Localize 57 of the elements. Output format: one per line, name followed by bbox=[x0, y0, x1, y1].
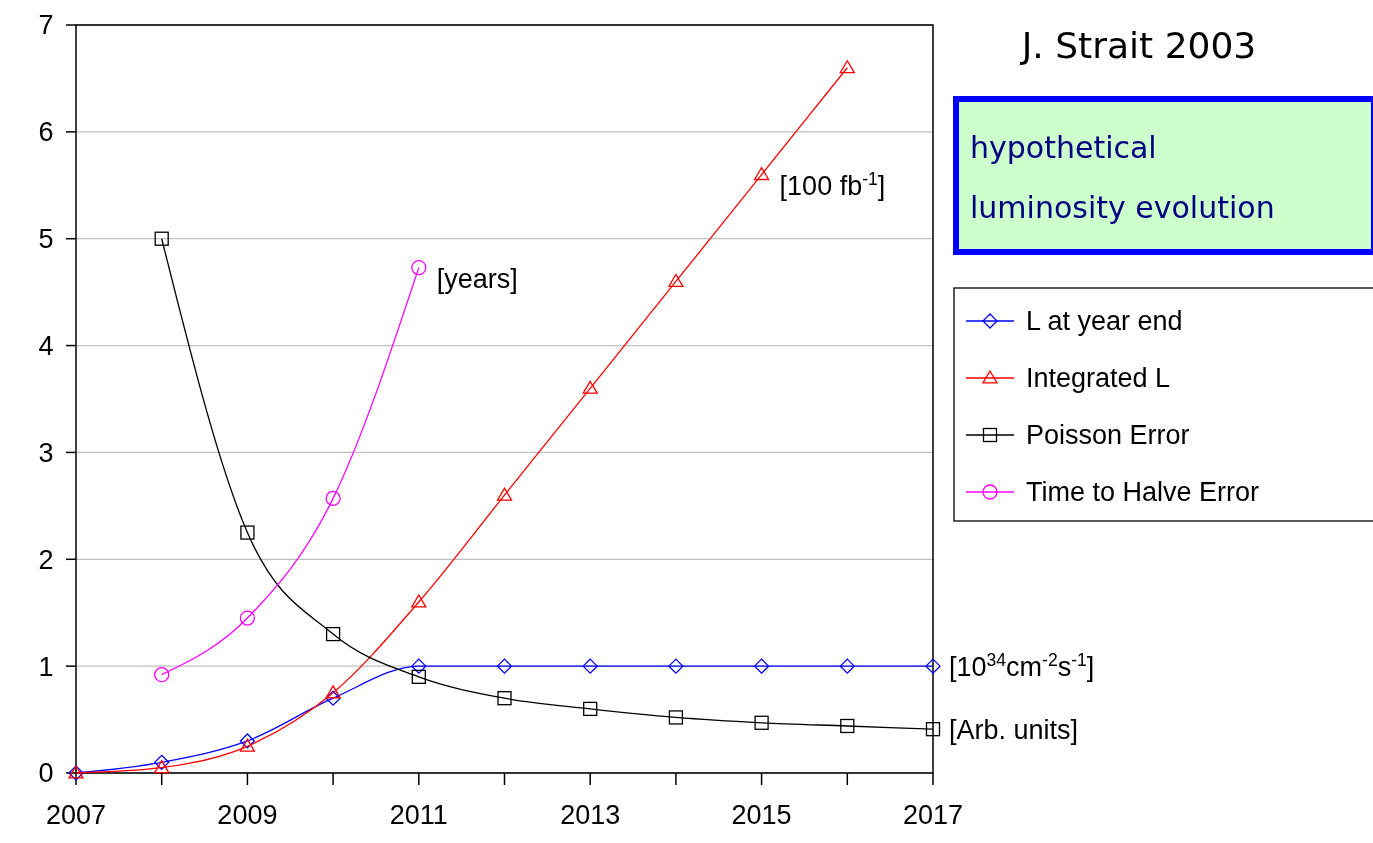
point bbox=[154, 760, 170, 774]
point bbox=[497, 691, 512, 706]
point bbox=[325, 490, 341, 507]
point bbox=[583, 701, 598, 717]
point bbox=[325, 690, 341, 706]
point bbox=[839, 60, 855, 74]
point bbox=[154, 667, 170, 683]
y-tick-label: 7 bbox=[38, 10, 54, 41]
legend-label: L at year end bbox=[1026, 306, 1183, 337]
point bbox=[839, 658, 855, 674]
y-tick-label: 4 bbox=[38, 331, 54, 362]
annotation: [100 fb$^{-1}$] bbox=[779, 168, 886, 201]
point bbox=[240, 525, 255, 540]
point bbox=[840, 718, 855, 734]
legend-label: Integrated L bbox=[1026, 363, 1171, 394]
point bbox=[411, 658, 427, 674]
legend-label: Time to Halve Error bbox=[1026, 477, 1260, 508]
y-tick-label: 0 bbox=[38, 758, 54, 789]
point bbox=[411, 259, 427, 276]
y-tick-label: 6 bbox=[38, 117, 54, 148]
point bbox=[668, 658, 684, 674]
text: J. Strait 2003 bbox=[1019, 25, 1257, 66]
y-tick-label: 1 bbox=[38, 651, 54, 682]
text: hypothetical luminosity evolution bbox=[970, 130, 1275, 225]
point bbox=[496, 658, 513, 674]
point bbox=[753, 658, 770, 674]
point bbox=[582, 380, 598, 394]
annotation: [years] bbox=[436, 263, 518, 294]
annotation: [10$^{34}$cm$^{-2}$s$^{-1}$] bbox=[949, 650, 1095, 683]
x-tick-label: 2015 bbox=[731, 800, 792, 831]
point bbox=[754, 715, 769, 730]
point bbox=[239, 610, 256, 626]
point bbox=[239, 733, 256, 749]
y-tick-label: 2 bbox=[38, 544, 54, 575]
x-tick-label: 2009 bbox=[217, 800, 278, 831]
point bbox=[925, 658, 941, 674]
point bbox=[925, 722, 941, 737]
point bbox=[154, 754, 170, 770]
annotation: [Arb. units] bbox=[949, 715, 1079, 746]
point bbox=[582, 658, 598, 674]
point bbox=[411, 669, 426, 684]
x-tick-label: 2007 bbox=[45, 800, 107, 831]
x-tick-label: 2017 bbox=[902, 800, 964, 831]
point bbox=[325, 685, 341, 699]
point bbox=[154, 231, 169, 246]
point bbox=[668, 273, 684, 288]
x-tick-label: 2013 bbox=[560, 800, 621, 831]
point bbox=[411, 594, 427, 608]
point bbox=[496, 487, 513, 501]
y-tick-label: 5 bbox=[38, 224, 54, 255]
point bbox=[325, 626, 341, 642]
point bbox=[239, 738, 256, 752]
legend-label: Poisson Error bbox=[1026, 420, 1190, 451]
x-tick-label: 2011 bbox=[389, 800, 448, 831]
y-tick-label: 3 bbox=[38, 437, 54, 468]
point bbox=[753, 166, 770, 181]
point bbox=[668, 710, 684, 725]
